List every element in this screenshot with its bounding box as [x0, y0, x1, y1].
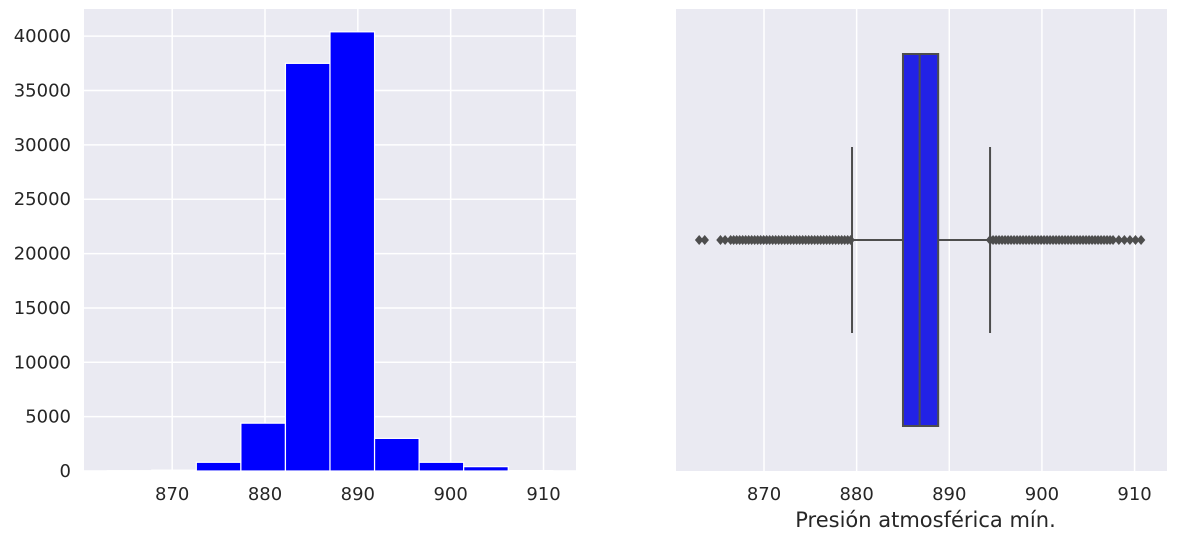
boxplot-outlier-point: [1125, 235, 1135, 245]
histogram-y-tick-label: 25000: [14, 189, 71, 210]
histogram-x-tick-label: 890: [341, 484, 375, 505]
histogram-bar: [418, 461, 465, 472]
boxplot-outlier-point: [720, 235, 730, 245]
histogram-bar: [373, 437, 420, 472]
histogram-x-tick-label: 910: [526, 484, 560, 505]
histogram-y-tick-label: 15000: [14, 298, 71, 319]
boxplot-x-tick-label: 900: [1025, 484, 1059, 505]
boxplot-x-tick-labels: 870 880 890 900 910: [747, 484, 1152, 505]
boxplot-outlier-point: [1108, 235, 1118, 245]
histogram-x-tick-label: 880: [248, 484, 282, 505]
histogram-y-tick-label: 0: [60, 461, 71, 482]
histogram-y-tick-label: 20000: [14, 244, 71, 265]
histogram-y-tick-label: 5000: [25, 407, 71, 428]
histogram-y-tick-label: 35000: [14, 81, 71, 102]
boxplot-outlier-point: [1120, 235, 1129, 245]
boxplot-outlier-point: [694, 235, 704, 245]
histogram-bar: [329, 31, 376, 472]
boxplot-outlier-point: [700, 235, 709, 245]
histogram-bar: [463, 466, 509, 472]
boxplot-marks: [694, 53, 1146, 427]
histogram-x-tick-label: 900: [433, 484, 467, 505]
histogram-bar: [284, 62, 331, 472]
boxplot-x-tick-label: 910: [1117, 484, 1151, 505]
boxplot-outlier-point: [846, 235, 855, 245]
histogram-bars: [106, 31, 554, 472]
boxplot-outlier-point: [1136, 235, 1146, 245]
histogram-y-tick-labels: 0 5000 10000 15000 20000 25000 30000 35000 40000: [14, 26, 71, 482]
histogram-x-tick-label: 870: [155, 484, 189, 505]
boxplot-outlier-point: [716, 235, 725, 245]
histogram-y-tick-label: 10000: [14, 352, 71, 373]
histogram-x-tick-labels: 870 880 890 900 910: [155, 484, 561, 505]
boxplot-outlier-point: [1114, 235, 1124, 245]
histogram-bar: [151, 469, 197, 472]
histogram-bar: [195, 461, 242, 472]
histogram-y-tick-label: 30000: [14, 135, 71, 156]
boxplot-x-tick-label: 890: [932, 484, 966, 505]
histogram-bar: [240, 422, 287, 472]
boxplot-x-tick-label: 880: [839, 484, 873, 505]
boxplot-x-tick-label: 870: [747, 484, 781, 505]
histogram-panel: 870 880 890 900 910 0 5000 10000 15000 20000 2500…: [14, 9, 576, 505]
boxplot-x-axis-label: Presión atmosférica mín.: [795, 508, 1056, 532]
boxplot-panel: 870 880 890 900 910 Presión atmosférica mín.: [676, 9, 1167, 532]
histogram-y-tick-label: 40000: [14, 26, 71, 47]
boxplot-outlier-point: [1131, 235, 1140, 245]
